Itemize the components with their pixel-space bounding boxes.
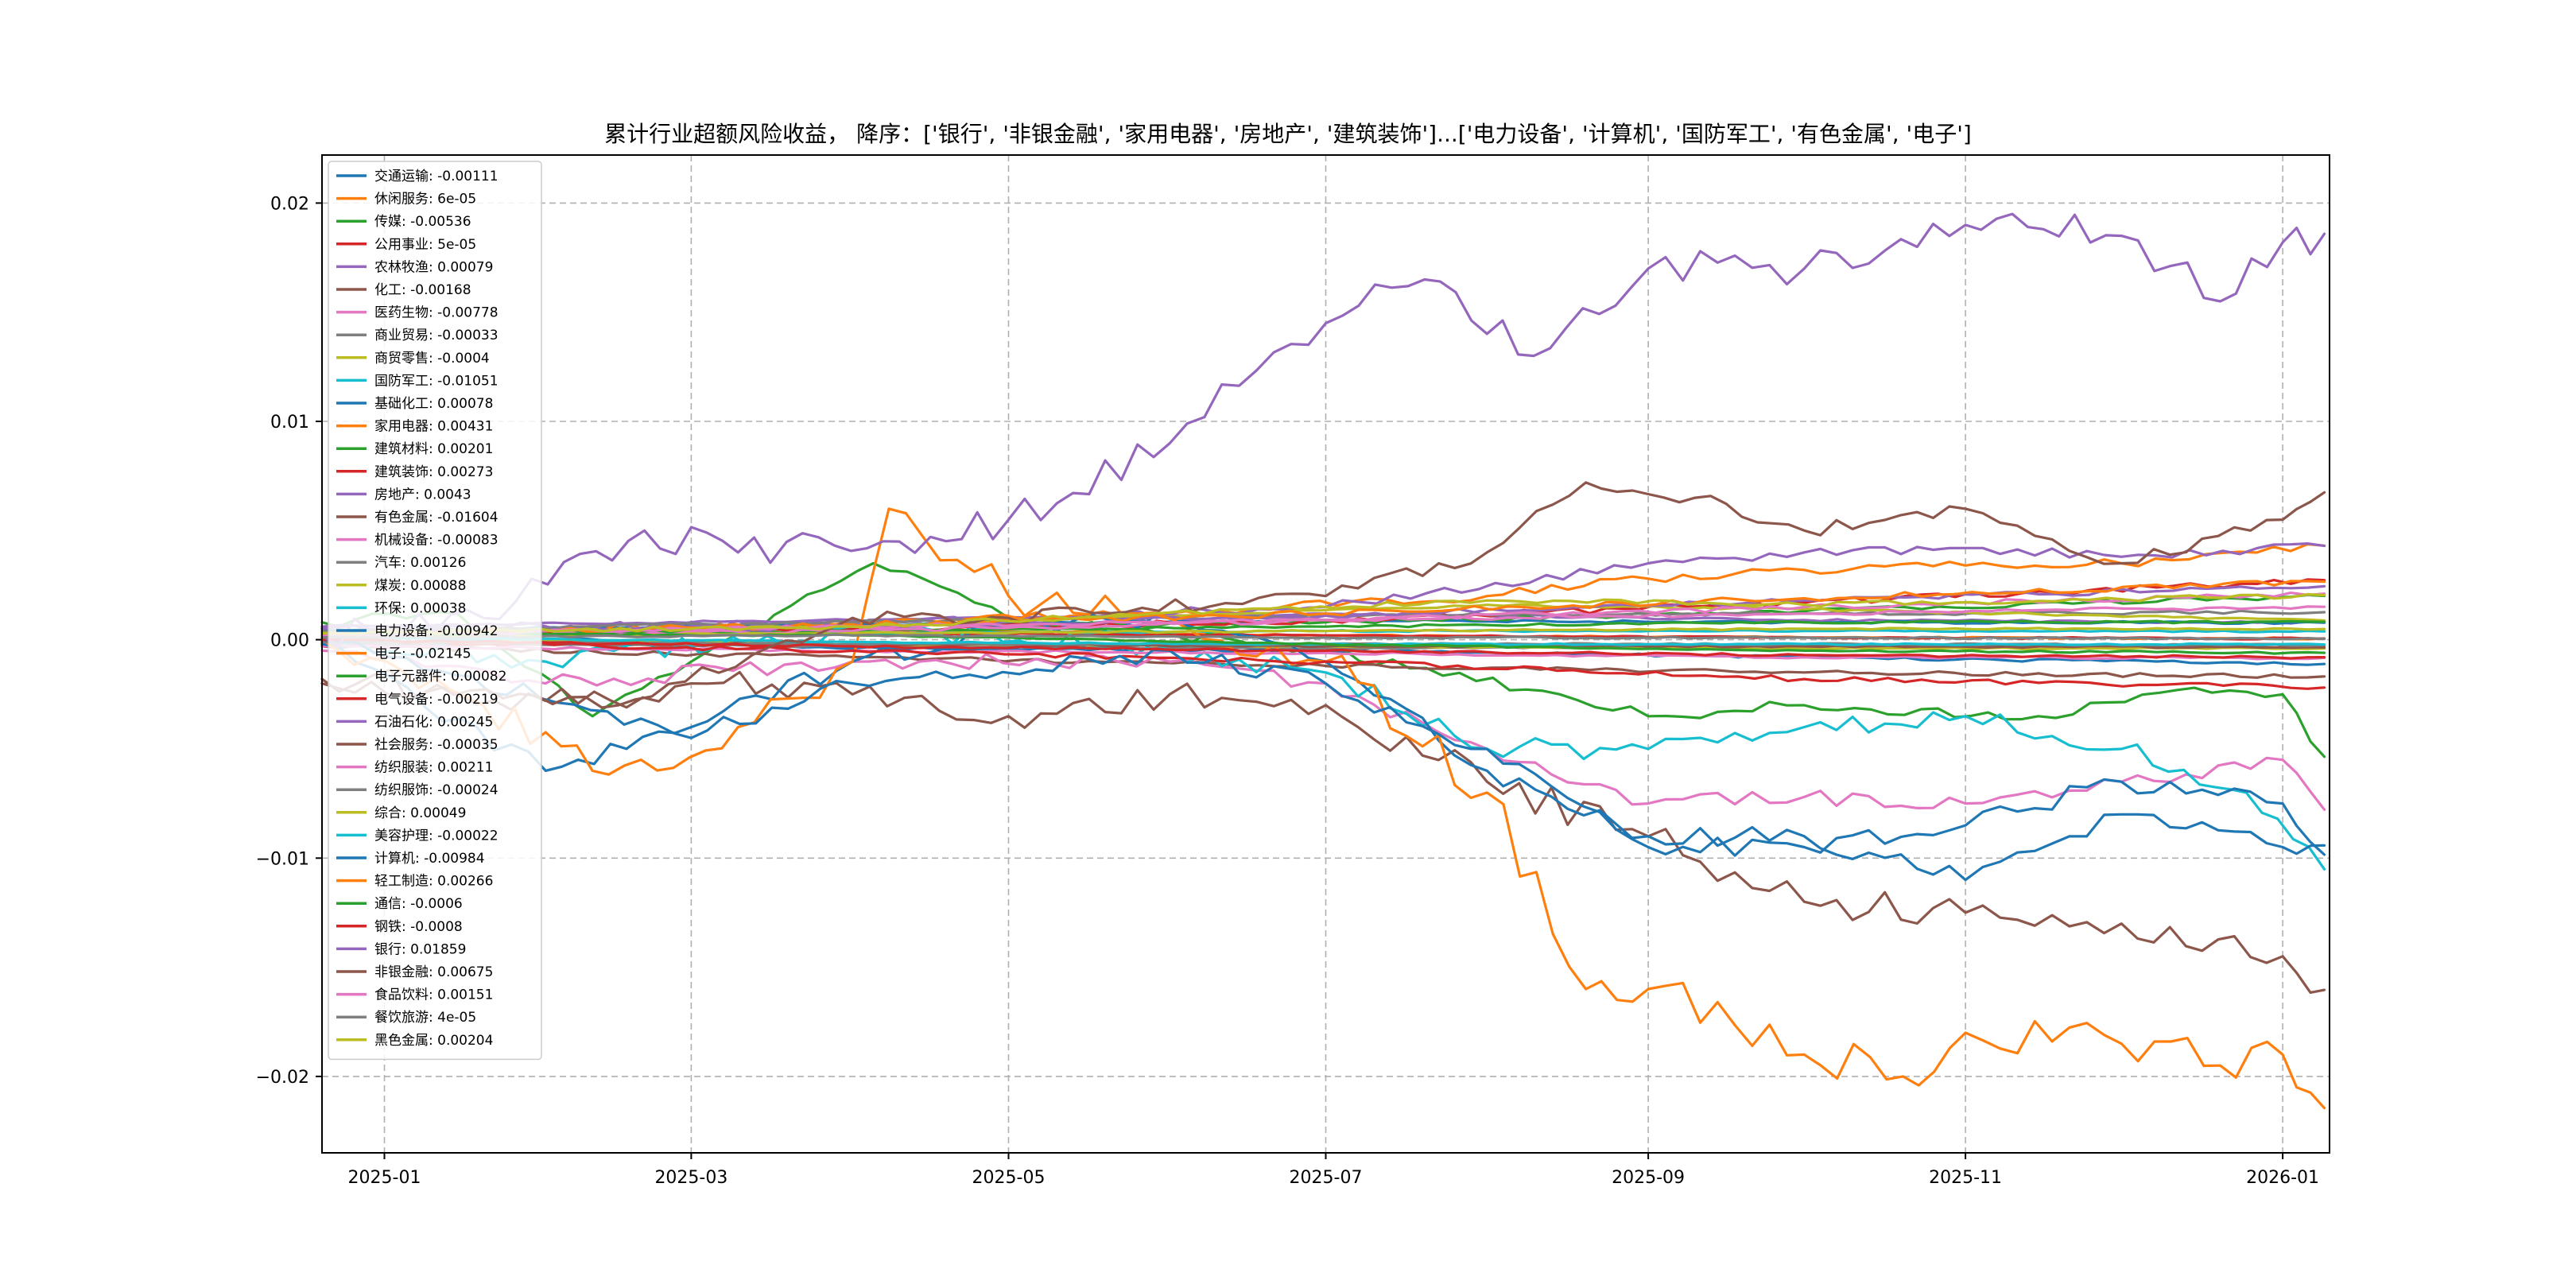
x-tick-label-2: 2025-05 — [972, 1168, 1046, 1188]
legend-label-2: 传媒: -0.00536 — [374, 214, 471, 230]
legend-label-30: 计算机: -0.00984 — [374, 851, 485, 867]
x-tick-label-4: 2025-09 — [1612, 1168, 1685, 1188]
legend-box — [328, 161, 542, 1061]
legend-label-29: 美容护理: -0.00022 — [374, 828, 499, 844]
legend-label-5: 化工: -0.00168 — [374, 282, 471, 298]
legend-label-24: 石油石化: 0.00245 — [374, 714, 493, 730]
axis-ticks: 2025-01 2025-03 2025-05 2025-07 2025-09 2025-… — [256, 194, 2319, 1188]
legend-label-23: 电气设备: -0.00219 — [374, 692, 499, 708]
legend-label-17: 汽车: 0.00126 — [374, 555, 466, 571]
legend-label-33: 钢铁: -0.0008 — [374, 919, 463, 935]
legend-label-11: 家用电器: 0.00431 — [374, 419, 493, 435]
series-line-20 — [320, 613, 2326, 882]
legend-label-7: 商业贸易: -0.00033 — [374, 328, 499, 343]
legend-label-31: 轻工制造: 0.00266 — [374, 874, 493, 890]
legend-label-21: 电子: -0.02145 — [374, 646, 471, 662]
legend-label-9: 国防军工: -0.01051 — [374, 373, 499, 389]
x-tick-label-6: 2026-01 — [2246, 1168, 2319, 1188]
series-line-35 — [320, 481, 2326, 709]
legend-label-35: 非银金融: 0.00675 — [374, 964, 493, 980]
legend-label-20: 电力设备: -0.00942 — [374, 623, 499, 639]
series-line-9 — [320, 621, 2326, 871]
series-line-5 — [320, 645, 2326, 679]
legend-label-28: 综合: 0.00049 — [374, 805, 466, 821]
y-tick-label-1: 0.01 — [270, 413, 309, 433]
series-line-23 — [320, 638, 2326, 690]
x-tick-label-5: 2025-11 — [1929, 1168, 2002, 1188]
legend-label-36: 食品饮料: 0.00151 — [374, 987, 493, 1003]
x-tick-label-3: 2025-07 — [1290, 1168, 1363, 1188]
legend-label-6: 医药生物: -0.00778 — [374, 305, 499, 321]
legend-label-27: 纺织服饰: -0.00024 — [374, 782, 499, 798]
x-tick-label-1: 2025-03 — [654, 1168, 727, 1188]
series-line-36 — [320, 605, 2326, 638]
legend-label-14: 房地产: 0.0043 — [374, 487, 471, 502]
legend-label-19: 环保: 0.00038 — [374, 600, 466, 616]
legend-label-25: 社会服务: -0.00035 — [374, 737, 499, 753]
legend-label-32: 通信: -0.0006 — [374, 896, 463, 912]
y-tick-label-2: 0.00 — [270, 631, 309, 651]
legend-label-38: 黑色金属: 0.00204 — [374, 1033, 493, 1049]
legend-label-15: 有色金属: -0.01604 — [374, 510, 499, 526]
series-line-31 — [320, 580, 2326, 637]
legend-label-34: 银行: 0.01859 — [374, 941, 466, 957]
series-line-30 — [320, 638, 2326, 857]
legend-label-3: 公用事业: 5e-05 — [374, 237, 476, 253]
legend: 交通运输: -0.00111 休闲服务: 6e-05 传媒: -0.00536 公用事… — [328, 161, 542, 1061]
legend-label-10: 基础化工: 0.00078 — [374, 396, 493, 412]
series-lines — [320, 212, 2326, 1110]
series-line-15 — [320, 669, 2326, 994]
y-tick-label-0: 0.02 — [270, 194, 309, 214]
series-line-33 — [320, 638, 2326, 660]
y-tick-label-4: −0.02 — [256, 1068, 309, 1088]
legend-label-16: 机械设备: -0.00083 — [374, 533, 499, 549]
legend-label-22: 电子元器件: 0.00082 — [374, 669, 506, 685]
legend-label-13: 建筑装饰: 0.00273 — [374, 464, 493, 480]
legend-label-4: 农林牧渔: 0.00079 — [374, 259, 493, 275]
legend-label-0: 交通运输: -0.00111 — [374, 169, 499, 184]
series-line-38 — [320, 592, 2326, 636]
x-tick-label-0: 2025-01 — [348, 1168, 421, 1188]
legend-label-1: 休闲服务: 6e-05 — [374, 192, 476, 208]
legend-label-8: 商贸零售: -0.0004 — [374, 351, 490, 367]
legend-label-37: 餐饮旅游: 4e-05 — [374, 1010, 476, 1026]
series-line-34 — [320, 212, 2326, 649]
legend-label-18: 煤炭: 0.00088 — [374, 578, 466, 594]
legend-label-12: 建筑材料: 0.00201 — [374, 441, 493, 457]
series-line-37 — [320, 633, 2326, 641]
y-tick-label-3: −0.01 — [256, 849, 309, 869]
legend-label-26: 纺织服装: 0.00211 — [374, 760, 493, 776]
chart-title: 累计行业超额风险收益， 降序：['银行', '非银金融', '家用电器', '房… — [604, 121, 1972, 147]
